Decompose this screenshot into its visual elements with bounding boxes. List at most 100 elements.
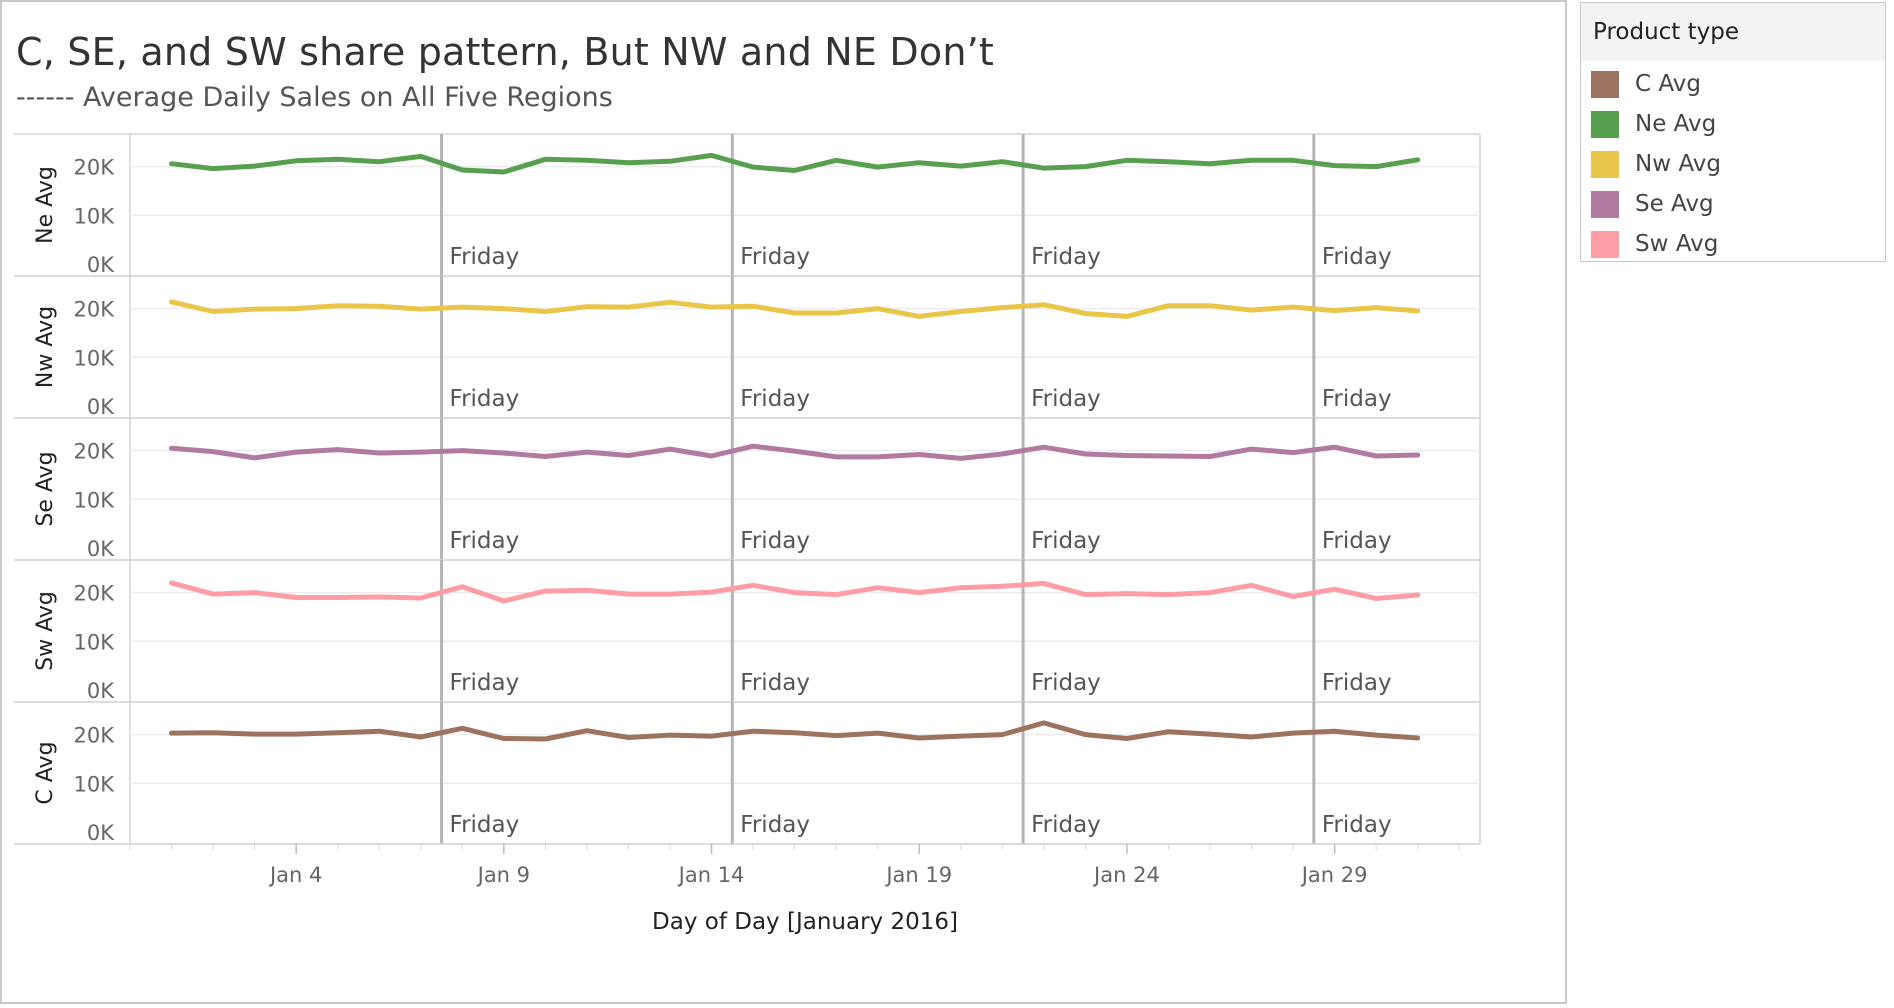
data-point-c-avg	[792, 730, 797, 735]
legend-item-se-avg[interactable]: Se Avg	[1591, 189, 1871, 219]
data-point-nw-avg	[335, 303, 340, 308]
y-tick-label-se-avg: 10K	[74, 488, 116, 512]
data-point-nw-avg	[1374, 305, 1379, 310]
data-point-se-avg	[460, 448, 465, 453]
y-tick-label-ne-avg: 0K	[87, 253, 115, 277]
data-point-sw-avg	[460, 584, 465, 589]
data-point-sw-avg	[917, 590, 922, 595]
data-point-nw-avg	[377, 304, 382, 309]
data-point-ne-avg	[294, 158, 299, 163]
data-point-se-avg	[1000, 452, 1005, 457]
legend-item-c-avg[interactable]: C Avg	[1591, 69, 1871, 99]
data-point-c-avg	[1291, 731, 1296, 736]
data-point-se-avg	[751, 444, 756, 449]
data-point-ne-avg	[335, 157, 340, 162]
legend-title: Product type	[1593, 19, 1740, 45]
x-tick-label: Jan 24	[1092, 863, 1160, 887]
friday-label: Friday	[450, 528, 520, 554]
series-line-se-avg	[169, 443, 1421, 461]
legend-item-sw-avg[interactable]: Sw Avg	[1591, 229, 1871, 259]
data-point-sw-avg	[1041, 581, 1046, 586]
data-point-ne-avg	[1415, 157, 1420, 162]
x-tick-label: Jan 14	[677, 863, 745, 887]
legend-swatch	[1591, 111, 1619, 138]
data-point-c-avg	[335, 730, 340, 735]
data-point-c-avg	[501, 736, 506, 741]
data-point-se-avg	[1291, 450, 1296, 455]
friday-label: Friday	[1031, 386, 1101, 412]
legend-item-ne-avg[interactable]: Ne Avg	[1591, 109, 1871, 139]
data-point-sw-avg	[1000, 584, 1005, 589]
data-point-sw-avg	[875, 585, 880, 590]
data-point-c-avg	[377, 729, 382, 734]
series-line-sw-avg	[169, 580, 1421, 604]
friday-label: Friday	[740, 386, 810, 412]
data-point-se-avg	[1124, 453, 1129, 458]
data-point-nw-avg	[626, 305, 631, 310]
data-point-se-avg	[668, 447, 673, 452]
y-tick-label-nw-avg: 20K	[74, 298, 116, 322]
x-axis-title: Day of Day [January 2016]	[652, 909, 958, 935]
data-point-nw-avg	[1208, 303, 1213, 308]
data-point-ne-avg	[626, 160, 631, 165]
data-point-ne-avg	[169, 161, 174, 166]
data-point-c-avg	[834, 733, 839, 738]
row-label-nw-avg: Nw Avg	[33, 306, 58, 388]
friday-label: Friday	[450, 670, 520, 696]
friday-label: Friday	[1031, 528, 1101, 554]
data-point-sw-avg	[626, 592, 631, 597]
data-point-ne-avg	[668, 159, 673, 164]
data-point-sw-avg	[1124, 591, 1129, 596]
y-tick-label-se-avg: 20K	[74, 440, 116, 464]
data-point-nw-avg	[1124, 314, 1129, 319]
data-point-c-avg	[1000, 732, 1005, 737]
data-point-sw-avg	[1291, 594, 1296, 599]
data-point-sw-avg	[834, 592, 839, 597]
data-point-c-avg	[252, 732, 257, 737]
data-point-se-avg	[709, 454, 714, 459]
y-tick-label-sw-avg: 0K	[87, 679, 115, 703]
data-point-nw-avg	[834, 311, 839, 316]
data-point-nw-avg	[418, 307, 423, 312]
data-point-se-avg	[834, 454, 839, 459]
data-point-sw-avg	[584, 588, 589, 593]
data-point-c-avg	[584, 728, 589, 733]
friday-label: Friday	[450, 386, 520, 412]
y-tick-label-nw-avg: 10K	[74, 346, 116, 370]
data-point-nw-avg	[1000, 305, 1005, 310]
data-point-c-avg	[169, 731, 174, 736]
data-point-nw-avg	[211, 309, 216, 314]
data-point-ne-avg	[543, 157, 548, 162]
data-point-nw-avg	[501, 306, 506, 311]
friday-label: Friday	[1322, 528, 1392, 554]
data-point-nw-avg	[1249, 308, 1254, 313]
series-line-ne-avg	[169, 152, 1421, 175]
data-point-se-avg	[335, 447, 340, 452]
legend-label: Se Avg	[1635, 191, 1714, 217]
y-tick-label-se-avg: 0K	[87, 537, 115, 561]
data-point-nw-avg	[169, 299, 174, 304]
data-point-sw-avg	[751, 583, 756, 588]
data-point-se-avg	[1166, 454, 1171, 459]
data-point-c-avg	[418, 735, 423, 740]
legend: Product type C Avg Ne Avg Nw Avg Se Avg …	[1580, 2, 1886, 262]
legend-label: Ne Avg	[1635, 111, 1717, 137]
data-point-ne-avg	[460, 168, 465, 173]
small-multiples-line-chart: 0K 10K 20K Ne Avg Friday Friday Friday Friday 0K…	[14, 133, 1481, 935]
friday-label: Friday	[740, 528, 810, 554]
data-point-se-avg	[917, 452, 922, 457]
data-point-ne-avg	[1041, 166, 1046, 171]
friday-label: Friday	[450, 812, 520, 838]
data-point-se-avg	[294, 450, 299, 455]
data-point-sw-avg	[294, 595, 299, 600]
friday-label: Friday	[1322, 812, 1392, 838]
data-point-se-avg	[1415, 453, 1420, 458]
friday-label: Friday	[1031, 812, 1101, 838]
data-point-sw-avg	[1249, 583, 1254, 588]
data-point-sw-avg	[501, 598, 506, 603]
friday-label: Friday	[450, 244, 520, 270]
data-point-sw-avg	[1332, 587, 1337, 592]
data-point-nw-avg	[543, 309, 548, 314]
legend-item-nw-avg[interactable]: Nw Avg	[1591, 149, 1871, 179]
data-point-sw-avg	[252, 590, 257, 595]
